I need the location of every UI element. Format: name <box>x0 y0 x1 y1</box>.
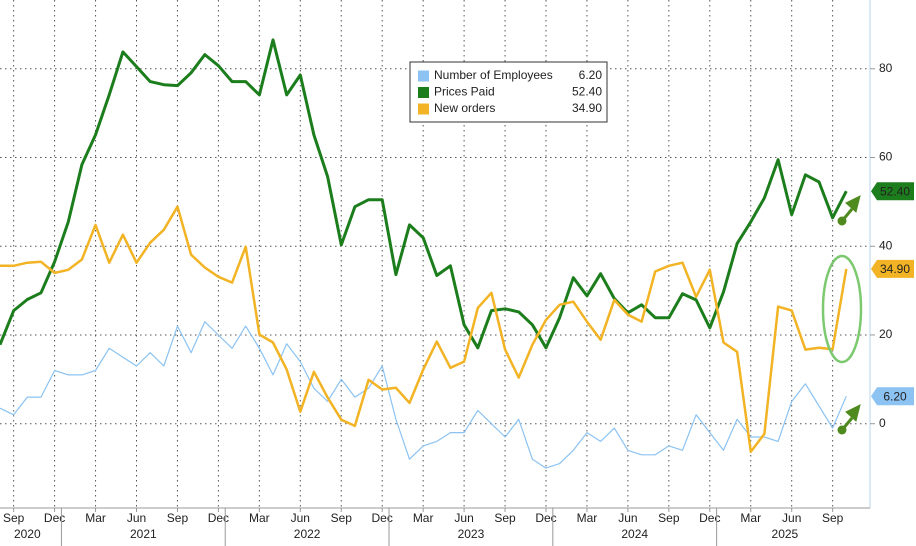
y-tick-label: 80 <box>879 61 893 75</box>
x-tick-label: Sep <box>494 511 516 525</box>
plot-area <box>0 38 848 469</box>
value-tag-label: 52.40 <box>880 184 910 198</box>
value-tag <box>871 387 914 406</box>
x-tick-label: Mar <box>249 511 270 525</box>
value-tag-label: 34.90 <box>880 262 910 276</box>
x-tick-label: Jun <box>782 511 801 525</box>
x-tick-label: Mar <box>85 511 106 525</box>
arrow-icon <box>837 195 861 226</box>
y-tick-label: 0 <box>879 416 886 430</box>
x-tick-label: Dec <box>372 511 393 525</box>
x-tick-label: Mar <box>740 511 761 525</box>
highlight-ellipse <box>821 254 863 364</box>
x-tick-label: Sep <box>658 511 680 525</box>
year-label: 2025 <box>772 527 799 541</box>
value-tag-label: 6.20 <box>883 389 907 403</box>
year-label: 2020 <box>14 527 41 541</box>
legend-swatch <box>418 87 429 98</box>
legend-value: 52.40 <box>572 85 602 99</box>
year-label: 2023 <box>458 527 485 541</box>
x-tick-label: Jun <box>127 511 146 525</box>
value-tag <box>871 259 914 278</box>
legend-value: 34.90 <box>572 101 602 115</box>
y-tick-label: 40 <box>879 238 893 252</box>
x-tick-label: Jun <box>291 511 310 525</box>
legend-swatch <box>418 70 429 82</box>
legend-label: New orders <box>434 101 495 115</box>
x-tick-label: Jun <box>454 511 473 525</box>
year-label: 2022 <box>294 527 321 541</box>
x-tick-label: Jun <box>618 511 637 525</box>
series-line <box>0 321 847 469</box>
arrow-icon <box>837 404 861 435</box>
value-tag <box>871 182 914 201</box>
last-value-tags: 6.20 52.40 34.90 <box>871 182 914 406</box>
x-tick-label: Dec <box>699 511 720 525</box>
legend-swatch <box>418 103 429 115</box>
year-label: 2024 <box>621 527 648 541</box>
x-tick-label: Sep <box>331 511 353 525</box>
x-tick-label: Sep <box>3 511 25 525</box>
legend-value: 6.20 <box>579 68 603 82</box>
series-line <box>0 205 848 453</box>
legend: Number of Employees 6.20 Prices Paid 52.40 N… <box>409 61 608 123</box>
x-tick-label: Dec <box>535 511 556 525</box>
x-tick-label: Mar <box>413 511 434 525</box>
legend-label: Number of Employees <box>434 68 553 82</box>
series-line <box>0 38 848 350</box>
x-tick-label: Dec <box>44 511 65 525</box>
legend-box <box>409 61 608 123</box>
x-tick-label: Dec <box>208 511 229 525</box>
year-label: 2021 <box>130 527 157 541</box>
x-tick-label: Mar <box>577 511 598 525</box>
legend-label: Prices Paid <box>434 85 495 99</box>
y-tick-label: 60 <box>879 150 893 164</box>
x-tick-label: Sep <box>167 511 189 525</box>
x-tick-label: Sep <box>822 511 844 525</box>
y-tick-label: 20 <box>879 327 893 341</box>
